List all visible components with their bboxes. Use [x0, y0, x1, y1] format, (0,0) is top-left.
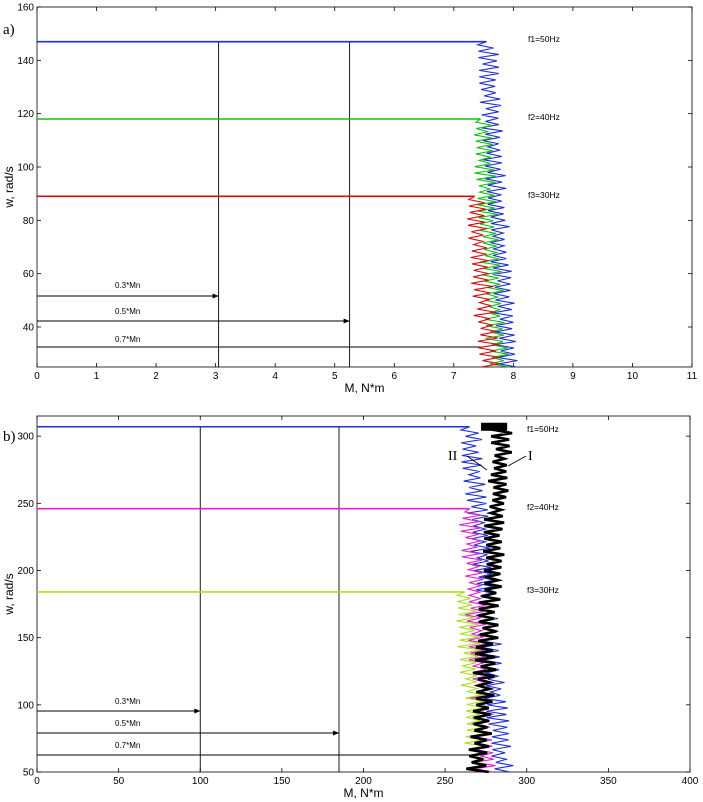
curve-label-I: I — [528, 449, 533, 464]
x-tick-label: 100 — [192, 776, 209, 787]
y-tick-label: 100 — [17, 700, 34, 711]
reference-label: 0.3*Mn — [115, 281, 140, 290]
x-tick-label: 200 — [355, 776, 372, 787]
y-axis-label: w, rad/s — [2, 573, 16, 615]
x-tick-label: 10 — [627, 371, 639, 382]
x-tick-label: 0 — [34, 371, 40, 382]
frequency-label: f3=30Hz — [527, 585, 559, 595]
y-tick-label: 80 — [23, 216, 35, 227]
reference-label: 0.7*Mn — [115, 741, 140, 750]
x-tick-label: 1 — [94, 371, 100, 382]
reference-label: 0.7*Mn — [115, 335, 140, 344]
x-tick-label: 0 — [34, 776, 40, 787]
frequency-label: f2=40Hz — [528, 112, 560, 122]
curve-label-II: II — [448, 449, 458, 464]
series-thick-head — [481, 422, 508, 431]
x-tick-label: 400 — [682, 776, 699, 787]
x-tick-label: 50 — [113, 776, 125, 787]
chart-panel-b: 0 50 100 150 200 250 300 350 4005010015020025030… — [2, 415, 699, 800]
y-tick-label: 150 — [17, 633, 34, 644]
reference-label: 0.5*Mn — [115, 307, 140, 316]
frequency-label: f1=50Hz — [527, 424, 559, 434]
x-tick-label: 250 — [437, 776, 454, 787]
x-axis-label: M, N*m — [345, 381, 385, 395]
series-curve — [467, 195, 500, 368]
x-tick-label: 2 — [153, 371, 159, 382]
series-curve — [455, 591, 490, 773]
panel-label-a: a) — [3, 22, 15, 38]
y-tick-label: 60 — [23, 269, 35, 280]
y-tick-label: 140 — [17, 56, 34, 67]
y-tick-label: 250 — [17, 499, 34, 510]
y-tick-label: 160 — [17, 3, 34, 14]
chart-panel-a: 0 1 2 3 4 5 6 7 8 9 10 11 40 60 80 100 120 140 160 M, N*m w,… — [2, 3, 698, 396]
y-tick-label: 50 — [23, 768, 35, 779]
x-tick-label: 7 — [451, 371, 457, 382]
y-tick-label: 100 — [17, 163, 34, 174]
x-tick-label: 150 — [274, 776, 291, 787]
series-curve — [466, 425, 513, 774]
y-tick-label: 120 — [17, 109, 34, 120]
reference-arrowhead — [212, 293, 219, 299]
frequency-label: f1=50Hz — [528, 34, 560, 44]
curve-pointer-II — [466, 455, 488, 471]
x-tick-label: 6 — [391, 371, 397, 382]
x-axis-label: M, N*m — [344, 786, 384, 800]
y-tick-label: 200 — [17, 566, 34, 577]
reference-label: 0.3*Mn — [115, 697, 140, 706]
reference-arrowhead — [333, 730, 340, 736]
curve-pointer-I — [507, 455, 527, 467]
x-tick-label: 350 — [600, 776, 617, 787]
x-tick-label: 8 — [511, 371, 517, 382]
y-tick-label: 300 — [17, 432, 34, 443]
x-tick-label: 300 — [518, 776, 535, 787]
x-tick-label: 5 — [332, 371, 338, 382]
x-tick-label: 9 — [570, 371, 576, 382]
panel-label-b: b) — [3, 429, 16, 445]
x-tick-label: 4 — [272, 371, 278, 382]
reference-arrowhead — [343, 318, 350, 324]
x-tick-label: 11 — [687, 371, 698, 382]
frequency-label: f3=30Hz — [528, 190, 560, 200]
series-curve — [474, 118, 510, 368]
y-axis-label: w, rad/s — [2, 166, 16, 208]
reference-label: 0.5*Mn — [115, 719, 140, 728]
frequency-label: f2=40Hz — [527, 502, 559, 512]
y-tick-label: 40 — [23, 323, 35, 334]
plot-frame — [36, 6, 693, 368]
x-tick-label: 3 — [213, 371, 219, 382]
reference-arrowhead — [194, 708, 201, 714]
